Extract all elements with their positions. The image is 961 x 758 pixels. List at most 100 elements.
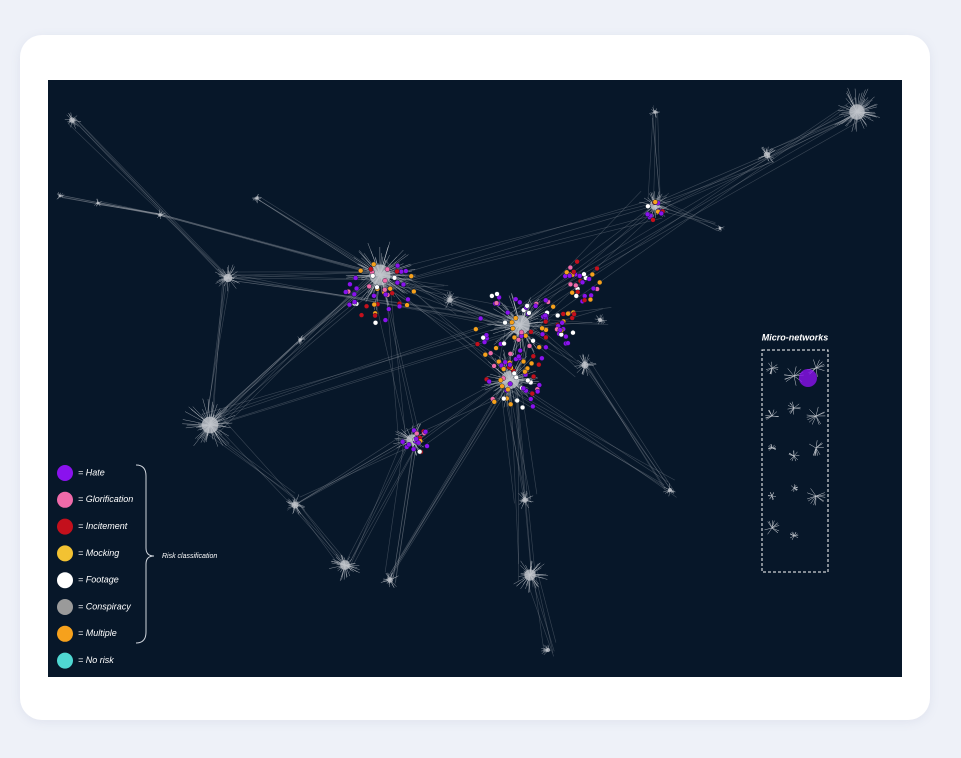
- edge: [208, 338, 302, 424]
- hub: [96, 201, 100, 205]
- micro-spoke: [771, 411, 778, 417]
- risk-dot: [371, 261, 377, 267]
- hub: [387, 577, 393, 583]
- edge: [586, 365, 666, 489]
- risk-dot: [519, 404, 526, 411]
- micro-spoke: [789, 402, 795, 409]
- micro-spoke: [789, 533, 795, 537]
- legend-brace: [135, 464, 155, 644]
- risk-dot: [413, 436, 419, 442]
- risk-dot: [516, 353, 522, 360]
- edge: [508, 387, 532, 501]
- edge: [446, 298, 522, 325]
- edge: [159, 214, 381, 274]
- risk-dot: [394, 268, 400, 275]
- map-background: [48, 80, 902, 677]
- micro-spoke: [771, 495, 777, 497]
- legend-swatch: [57, 625, 73, 642]
- edge: [516, 391, 536, 578]
- edge: [524, 105, 849, 336]
- hub: [545, 647, 551, 653]
- risk-dot: [524, 303, 530, 309]
- micro-spoke: [784, 374, 795, 377]
- risk-dot: [517, 299, 523, 305]
- micro-spoke: [815, 359, 820, 369]
- risk-dot: [394, 263, 401, 269]
- micro-spoke: [813, 447, 817, 456]
- risk-dot: [570, 330, 576, 336]
- micro-spoke: [768, 410, 773, 417]
- legend-swatch: [57, 599, 73, 615]
- edge: [296, 500, 342, 563]
- risk-dot: [652, 199, 658, 205]
- risk-dot: [571, 311, 577, 317]
- hub: [447, 297, 453, 303]
- risk-dot: [410, 446, 417, 452]
- risk-dot: [579, 279, 586, 285]
- micro-spoke: [806, 415, 817, 418]
- risk-dot: [539, 331, 546, 337]
- risk-dot: [573, 293, 579, 299]
- legend-swatch: [57, 652, 73, 669]
- edge: [210, 283, 225, 428]
- edge: [658, 161, 772, 211]
- legend-label: = Glorification: [78, 494, 133, 504]
- edge: [381, 201, 658, 273]
- micro-spoke: [771, 444, 775, 449]
- edge: [294, 509, 345, 566]
- edge: [217, 413, 306, 511]
- edge: [299, 273, 378, 341]
- edge: [533, 575, 545, 651]
- risk-dot: [400, 439, 406, 445]
- risk-dot: [486, 378, 492, 385]
- micro-spoke: [815, 406, 819, 417]
- micro-spoke: [766, 367, 773, 372]
- hub: [597, 317, 603, 323]
- risk-dot: [564, 269, 570, 275]
- risk-dot: [414, 430, 420, 437]
- edge: [290, 437, 410, 508]
- micro-networks-box: [761, 349, 829, 573]
- edge: [97, 201, 160, 215]
- legend-label: = No risk: [78, 655, 114, 665]
- micro-spoke: [771, 364, 778, 369]
- micro-spoke: [815, 492, 825, 497]
- edge: [73, 116, 230, 278]
- micro-spoke: [787, 368, 795, 377]
- edge: [451, 303, 521, 327]
- edge: [61, 196, 161, 216]
- micro-spoke: [768, 494, 773, 497]
- micro-spoke: [793, 403, 800, 409]
- risk-dot: [386, 306, 392, 312]
- edge: [348, 444, 418, 573]
- risk-dot: [408, 273, 414, 279]
- edge: [291, 503, 348, 565]
- risk-dot: [543, 319, 549, 325]
- edge: [74, 117, 228, 280]
- risk-dot: [530, 353, 536, 359]
- risk-dot: [358, 268, 364, 274]
- risk-dot: [528, 329, 534, 335]
- micro-spoke: [810, 495, 817, 504]
- legend-label: = Conspiracy: [78, 601, 131, 611]
- risk-dot: [560, 311, 566, 317]
- hub: [581, 361, 589, 369]
- micro-spoke: [809, 409, 817, 417]
- edge: [381, 275, 421, 436]
- edge: [231, 271, 375, 276]
- hub: [255, 196, 259, 200]
- risk-dot: [491, 363, 497, 369]
- risk-dot: [520, 385, 527, 391]
- risk-dot: [347, 281, 353, 287]
- micro-spoke: [791, 487, 795, 492]
- micro-spoke: [771, 527, 779, 534]
- risk-dot: [343, 289, 349, 295]
- risk-dot: [404, 302, 410, 308]
- risk-dot: [498, 377, 504, 383]
- risk-dot: [406, 441, 412, 448]
- edge: [384, 435, 405, 573]
- edge: [161, 214, 382, 276]
- risk-dot: [525, 377, 531, 384]
- edge: [256, 198, 379, 278]
- edge: [585, 368, 675, 495]
